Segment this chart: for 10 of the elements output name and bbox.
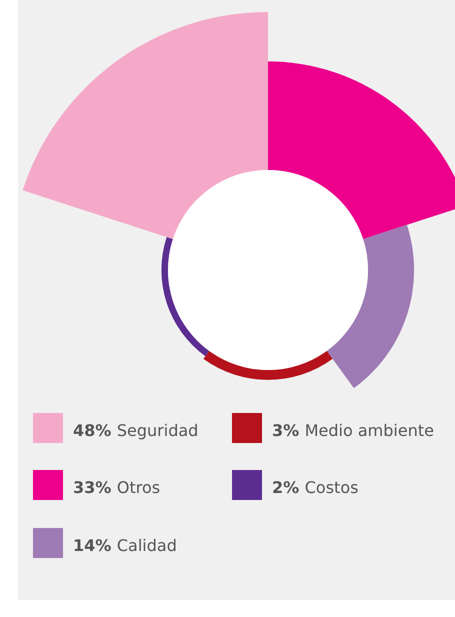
data-label: 48%: [73, 421, 117, 440]
data-label: 14%: [73, 536, 117, 555]
data-label: 33%: [73, 478, 117, 497]
data-label: 2%: [272, 478, 305, 497]
category-label: Calidad: [116, 536, 177, 555]
category-label: Otros: [116, 478, 160, 497]
category-label: Medio ambiente: [304, 421, 434, 440]
category-label: Seguridad: [116, 421, 198, 440]
category-label: Costos: [304, 478, 358, 497]
data-label: 3%: [272, 421, 305, 440]
